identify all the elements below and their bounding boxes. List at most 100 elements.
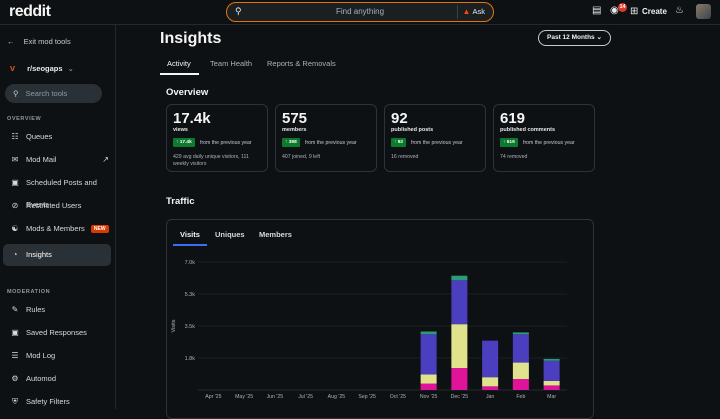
- log-icon: ☰: [11, 351, 19, 360]
- plus-icon: ⊞: [630, 6, 639, 17]
- bar-segment-magenta: [451, 368, 468, 390]
- queues-icon: ☷: [11, 132, 19, 141]
- sidebar-item-label: Automod: [26, 374, 57, 383]
- create-button[interactable]: ⊞ Create: [628, 4, 667, 19]
- x-tick-label: Sep '25: [358, 394, 376, 400]
- x-tick-label: Apr '25: [205, 394, 221, 400]
- bar-segment-khaki: [451, 324, 468, 369]
- notification-count-badge: 14: [618, 3, 627, 12]
- sidebar-item-restricted-users[interactable]: ⊘ Restricted Users: [3, 195, 111, 217]
- sidebar-item-mod-log[interactable]: ☰ Mod Log: [3, 345, 111, 367]
- active-tab-indicator: [173, 244, 207, 246]
- sidebar-item-insights[interactable]: ◔ Insights: [3, 244, 111, 266]
- stat-card-posts: 92 published posts ↑ 92 from the previou…: [384, 104, 486, 172]
- y-tick-label: 3.5k: [185, 324, 196, 330]
- global-search-bar[interactable]: ⚲ Find anything ▲ Ask: [226, 2, 494, 22]
- rules-icon: ✎: [11, 305, 19, 314]
- advertise-icon[interactable]: ▤: [592, 5, 602, 16]
- tab-activity[interactable]: Activity: [167, 59, 191, 68]
- arrow-up-icon: ↑: [394, 140, 398, 145]
- mail-icon: ✉: [11, 155, 19, 164]
- sidebar-item-label: Restricted Users: [26, 201, 82, 210]
- sidebar-item-rules[interactable]: ✎ Rules: [3, 299, 111, 321]
- stat-detail: 407 joined, 9 left: [282, 154, 321, 160]
- search-placeholder: Find anything: [335, 7, 385, 16]
- bar-segment-purple: [420, 334, 437, 375]
- subreddit-name: r/seogaps: [27, 64, 63, 73]
- exit-mod-tools-link[interactable]: ← Exit mod tools: [7, 37, 71, 46]
- sidebar-item-label: Mod Log: [26, 351, 56, 360]
- tab-uniques[interactable]: Uniques: [215, 230, 245, 239]
- sidebar-item-mod-mail[interactable]: ✉ Mod Mail ↗: [3, 149, 111, 171]
- members-icon: ☯: [11, 224, 19, 233]
- search-tools-input[interactable]: ⚲ Search tools: [5, 84, 102, 103]
- arrow-up-icon: ↑: [503, 140, 507, 145]
- bar-segment-khaki: [420, 374, 437, 384]
- external-link-icon: ↗: [102, 155, 109, 164]
- shield-icon: ⛨: [12, 397, 18, 406]
- restricted-icon: ⊘: [11, 201, 19, 210]
- traffic-panel: Visits Uniques Members 1.8k 3.5k 5.3k 7.0k V…: [166, 219, 594, 419]
- change-caption: from the previous year: [305, 140, 357, 146]
- stat-card-members: 575 members ↑ 398 from the previous year…: [275, 104, 377, 172]
- search-tools-placeholder: Search tools: [25, 89, 68, 98]
- reddit-logo[interactable]: reddit: [9, 3, 51, 20]
- sidebar-item-scheduled-posts[interactable]: ▣ Scheduled Posts and Events: [3, 172, 111, 209]
- subreddit-icon: V: [10, 64, 16, 73]
- change-badge: ↑ 398: [282, 138, 300, 147]
- sidebar-item-saved-responses[interactable]: ▣ Saved Responses: [3, 322, 111, 344]
- y-tick-label: 5.3k: [185, 292, 196, 298]
- sidebar-item-label: Insights: [26, 250, 52, 259]
- chat-icon[interactable]: ◉: [610, 5, 619, 16]
- tab-visits[interactable]: Visits: [180, 230, 200, 239]
- change-caption: from the previous year: [411, 140, 463, 146]
- stat-detail: 74 removed: [500, 154, 528, 160]
- sidebar-item-safety-filters[interactable]: ⛨ Safety Filters: [3, 391, 111, 413]
- new-badge: NEW: [90, 225, 109, 233]
- change-badge: ↑ 619: [500, 138, 518, 147]
- change-value: 619: [506, 140, 515, 145]
- overview-heading: Overview: [166, 87, 209, 98]
- change-value: 398: [288, 140, 297, 145]
- user-avatar[interactable]: [696, 4, 711, 19]
- bar-segment-magenta: [512, 379, 529, 390]
- ask-button[interactable]: ▲ Ask: [457, 5, 489, 19]
- bar-segment-magenta: [543, 385, 560, 390]
- arrow-up-icon: ↑: [285, 140, 289, 145]
- mod-sidebar: ← Exit mod tools V r/seogaps ⌄ ⚲ Search …: [0, 25, 116, 409]
- moderation-section-label: MODERATION: [7, 289, 51, 295]
- sidebar-item-mods-members[interactable]: ☯ Mods & Members NEW: [3, 218, 111, 240]
- sidebar-item-label: Queues: [26, 132, 53, 141]
- subreddit-switcher[interactable]: V r/seogaps ⌄: [10, 64, 74, 73]
- bar-segment-purple: [451, 280, 468, 325]
- stat-value: 619: [500, 110, 526, 127]
- active-tab-indicator: [160, 73, 199, 75]
- sidebar-item-label: Safety Filters: [26, 397, 70, 406]
- bar-segment-teal: [512, 332, 529, 335]
- sidebar-item-label: Scheduled Posts and Events: [26, 178, 97, 209]
- tab-reports-removals[interactable]: Reports & Removals: [267, 59, 336, 68]
- x-tick-label: Jul '25: [298, 394, 313, 400]
- change-caption: from the previous year: [523, 140, 575, 146]
- top-bar: reddit ⚲ Find anything ▲ Ask ▤ ◉ 14 ⊞ Cr…: [0, 0, 720, 25]
- create-label: Create: [642, 7, 667, 16]
- y-tick-label: 7.0k: [185, 260, 196, 266]
- responses-icon: ▣: [11, 328, 19, 337]
- overview-section-label: OVERVIEW: [7, 116, 42, 122]
- sidebar-item-label: Saved Responses: [26, 328, 87, 337]
- sidebar-item-automod[interactable]: ⚙ Automod: [3, 368, 111, 390]
- sidebar-item-label: Mods & Members: [26, 224, 85, 233]
- traffic-heading: Traffic: [166, 196, 195, 207]
- change-badge: ↑ 92: [391, 138, 407, 147]
- sidebar-item-label: Mod Mail: [26, 155, 57, 164]
- bar-segment-teal: [451, 275, 468, 281]
- x-tick-label: May '25: [235, 394, 253, 400]
- tab-members[interactable]: Members: [259, 230, 292, 239]
- y-tick-label: 1.8k: [185, 356, 196, 362]
- date-range-dropdown[interactable]: Past 12 Months ⌄: [538, 30, 611, 46]
- calendar-icon: ▣: [11, 178, 19, 187]
- tab-team-health[interactable]: Team Health: [210, 59, 253, 68]
- sidebar-item-queues[interactable]: ☷ Queues: [3, 126, 111, 148]
- bell-icon[interactable]: ♨: [675, 5, 684, 16]
- ask-label: Ask: [472, 7, 485, 16]
